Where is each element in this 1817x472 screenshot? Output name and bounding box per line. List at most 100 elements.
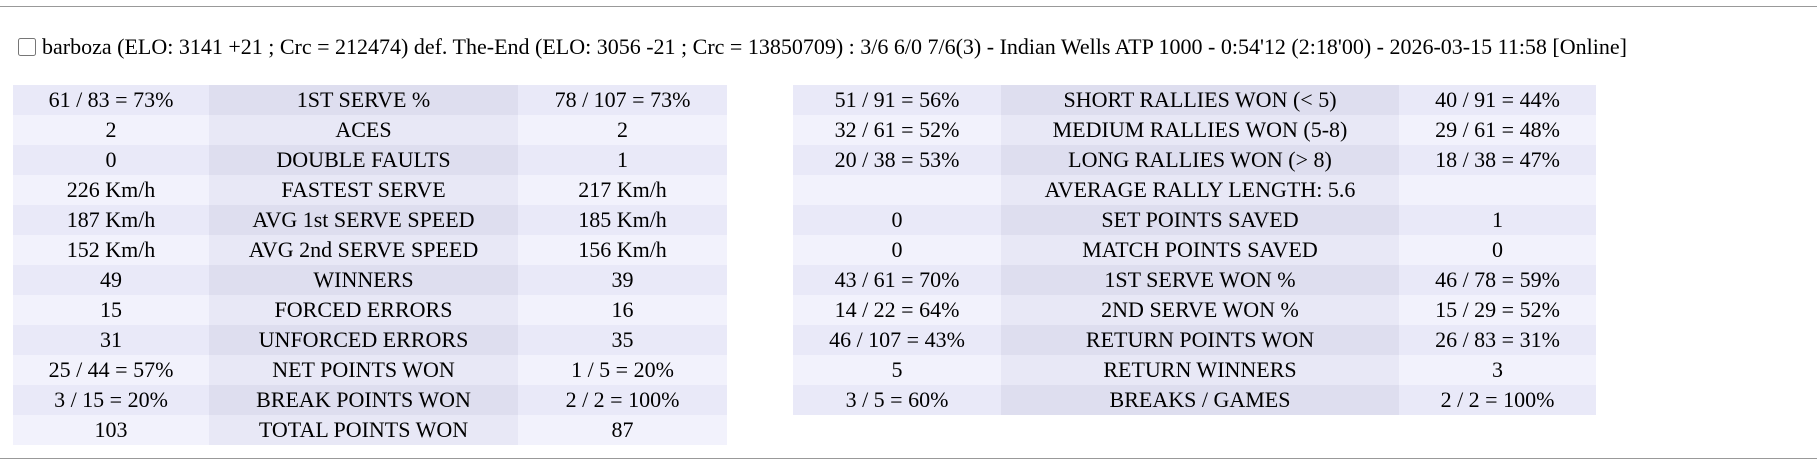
stat-row: 3 / 15 = 20% BREAK POINTS WON 2 / 2 = 100%: [13, 385, 727, 415]
stat-label: FORCED ERRORS: [209, 295, 518, 325]
stat-row: AVERAGE RALLY LENGTH: 5.6: [793, 175, 1596, 205]
player2-value: 29 / 61 = 48%: [1399, 115, 1596, 145]
stat-row: 49 WINNERS 39: [13, 265, 727, 295]
player1-value: 0: [13, 145, 209, 175]
stat-row: 187 Km/h AVG 1st SERVE SPEED 185 Km/h: [13, 205, 727, 235]
player2-value: 18 / 38 = 47%: [1399, 145, 1596, 175]
stat-label: SHORT RALLIES WON (< 5): [1001, 85, 1399, 115]
stat-label: ACES: [209, 115, 518, 145]
left-stats-table: 61 / 83 = 73% 1ST SERVE % 78 / 107 = 73% 2 A…: [13, 85, 727, 445]
stat-row: 31 UNFORCED ERRORS 35: [13, 325, 727, 355]
stat-row: 32 / 61 = 52% MEDIUM RALLIES WON (5-8) 29 …: [793, 115, 1596, 145]
player2-value: 78 / 107 = 73%: [518, 85, 727, 115]
stat-row: 46 / 107 = 43% RETURN POINTS WON 26 / 83 =…: [793, 325, 1596, 355]
stat-row: 5 RETURN WINNERS 3: [793, 355, 1596, 385]
player2-value: 16: [518, 295, 727, 325]
stat-label: TOTAL POINTS WON: [209, 415, 518, 445]
stat-label: LONG RALLIES WON (> 8): [1001, 145, 1399, 175]
stat-row: 14 / 22 = 64% 2ND SERVE WON % 15 / 29 = 52…: [793, 295, 1596, 325]
stat-label: FASTEST SERVE: [209, 175, 518, 205]
player2-value: 185 Km/h: [518, 205, 727, 235]
player2-value: 1: [518, 145, 727, 175]
match-summary: barboza (ELO: 3141 +21 ; Crc = 212474) d…: [42, 34, 1627, 59]
player2-value: 2: [518, 115, 727, 145]
player2-value: 15 / 29 = 52%: [1399, 295, 1596, 325]
player1-value: 0: [793, 235, 1001, 265]
player2-value: 2 / 2 = 100%: [1399, 385, 1596, 415]
player1-value: 226 Km/h: [13, 175, 209, 205]
stat-label: SET POINTS SAVED: [1001, 205, 1399, 235]
player1-value: 20 / 38 = 53%: [793, 145, 1001, 175]
stat-label: AVERAGE RALLY LENGTH: 5.6: [1001, 175, 1399, 205]
player2-value: 3: [1399, 355, 1596, 385]
player1-value: 25 / 44 = 57%: [13, 355, 209, 385]
stat-row: 0 MATCH POINTS SAVED 0: [793, 235, 1596, 265]
player1-value: 43 / 61 = 70%: [793, 265, 1001, 295]
stat-row: 25 / 44 = 57% NET POINTS WON 1 / 5 = 20%: [13, 355, 727, 385]
stat-label: 1ST SERVE WON %: [1001, 265, 1399, 295]
player1-value: 3 / 5 = 60%: [793, 385, 1001, 415]
player1-value: 51 / 91 = 56%: [793, 85, 1001, 115]
stat-label: 2ND SERVE WON %: [1001, 295, 1399, 325]
stat-row: 61 / 83 = 73% 1ST SERVE % 78 / 107 = 73%: [13, 85, 727, 115]
stat-label: DOUBLE FAULTS: [209, 145, 518, 175]
right-stats-table: 51 / 91 = 56% SHORT RALLIES WON (< 5) 40 /…: [793, 85, 1596, 415]
top-rule: [0, 6, 1817, 7]
stat-row: 3 / 5 = 60% BREAKS / GAMES 2 / 2 = 100%: [793, 385, 1596, 415]
player1-value: 15: [13, 295, 209, 325]
player2-value: 40 / 91 = 44%: [1399, 85, 1596, 115]
stat-row: 0 DOUBLE FAULTS 1: [13, 145, 727, 175]
stat-label: RETURN POINTS WON: [1001, 325, 1399, 355]
player2-value: 1: [1399, 205, 1596, 235]
stat-label: BREAK POINTS WON: [209, 385, 518, 415]
player1-value: 49: [13, 265, 209, 295]
stat-row: 20 / 38 = 53% LONG RALLIES WON (> 8) 18 / …: [793, 145, 1596, 175]
stat-label: AVG 1st SERVE SPEED: [209, 205, 518, 235]
stat-label: RETURN WINNERS: [1001, 355, 1399, 385]
player2-value: 1 / 5 = 20%: [518, 355, 727, 385]
player2-value: 2 / 2 = 100%: [518, 385, 727, 415]
player1-value: 14 / 22 = 64%: [793, 295, 1001, 325]
player1-value: 32 / 61 = 52%: [793, 115, 1001, 145]
stat-label: 1ST SERVE %: [209, 85, 518, 115]
player1-value: 2: [13, 115, 209, 145]
stat-row: 51 / 91 = 56% SHORT RALLIES WON (< 5) 40 /…: [793, 85, 1596, 115]
stat-cell: [793, 175, 1001, 205]
stat-cell: [1399, 175, 1596, 205]
player1-value: 61 / 83 = 73%: [13, 85, 209, 115]
stat-label: AVG 2nd SERVE SPEED: [209, 235, 518, 265]
stat-row: 103 TOTAL POINTS WON 87: [13, 415, 727, 445]
player1-value: 46 / 107 = 43%: [793, 325, 1001, 355]
stat-label: NET POINTS WON: [209, 355, 518, 385]
bottom-rule: [0, 458, 1817, 459]
player2-value: 0: [1399, 235, 1596, 265]
stat-label: BREAKS / GAMES: [1001, 385, 1399, 415]
player2-value: 87: [518, 415, 727, 445]
stat-row: 43 / 61 = 70% 1ST SERVE WON % 46 / 78 = 59…: [793, 265, 1596, 295]
player1-value: 31: [13, 325, 209, 355]
match-header: barboza (ELO: 3141 +21 ; Crc = 212474) d…: [18, 34, 1627, 60]
player2-value: 39: [518, 265, 727, 295]
stat-row: 15 FORCED ERRORS 16: [13, 295, 727, 325]
stat-row: 226 Km/h FASTEST SERVE 217 Km/h: [13, 175, 727, 205]
player1-value: 187 Km/h: [13, 205, 209, 235]
player1-value: 0: [793, 205, 1001, 235]
player1-value: 103: [13, 415, 209, 445]
select-checkbox[interactable]: [18, 38, 36, 56]
player2-value: 46 / 78 = 59%: [1399, 265, 1596, 295]
stat-label: MATCH POINTS SAVED: [1001, 235, 1399, 265]
player1-value: 3 / 15 = 20%: [13, 385, 209, 415]
stat-row: 152 Km/h AVG 2nd SERVE SPEED 156 Km/h: [13, 235, 727, 265]
player2-value: 35: [518, 325, 727, 355]
stat-label: UNFORCED ERRORS: [209, 325, 518, 355]
player2-value: 156 Km/h: [518, 235, 727, 265]
player2-value: 26 / 83 = 31%: [1399, 325, 1596, 355]
player2-value: 217 Km/h: [518, 175, 727, 205]
stat-label: WINNERS: [209, 265, 518, 295]
stat-row: 2 ACES 2: [13, 115, 727, 145]
player1-value: 152 Km/h: [13, 235, 209, 265]
stat-row: 0 SET POINTS SAVED 1: [793, 205, 1596, 235]
stat-label: MEDIUM RALLIES WON (5-8): [1001, 115, 1399, 145]
player1-value: 5: [793, 355, 1001, 385]
